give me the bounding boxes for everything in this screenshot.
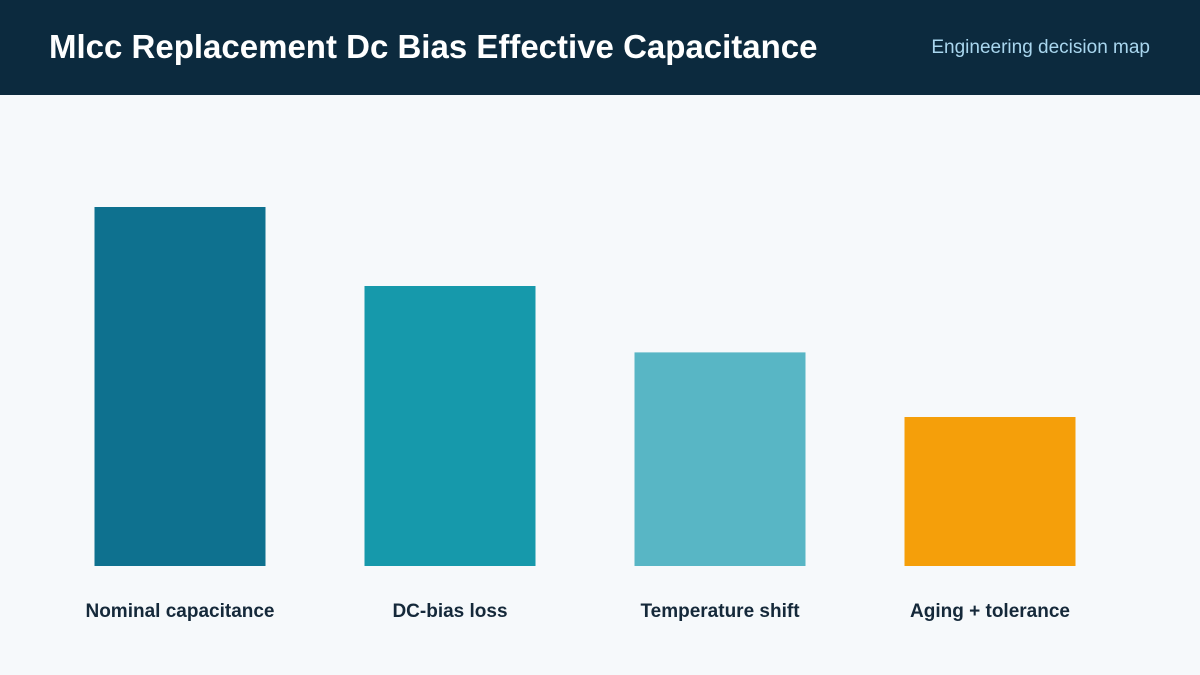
page-title: Mlcc Replacement Dc Bias Effective Capac…	[49, 28, 818, 65]
category-label: Temperature shift	[640, 601, 800, 622]
bar-nominal-capacitance	[94, 207, 266, 566]
category-labels-group: Nominal capacitance DC-bias loss Temperatu…	[85, 601, 1069, 622]
category-label: Nominal capacitance	[85, 601, 274, 622]
bar-temperature-shift	[634, 352, 806, 566]
bars-group	[94, 207, 1076, 566]
bar-aging-tolerance	[904, 417, 1076, 566]
header-bar: Mlcc Replacement Dc Bias Effective Capac…	[0, 0, 1200, 95]
bar-chart: Nominal capacitance DC-bias loss Temperatu…	[85, 207, 1076, 622]
category-label: Aging + tolerance	[910, 601, 1070, 622]
bar-dc-bias-loss	[364, 286, 536, 566]
category-label: DC-bias loss	[392, 601, 507, 622]
page-subtitle: Engineering decision map	[931, 37, 1150, 58]
